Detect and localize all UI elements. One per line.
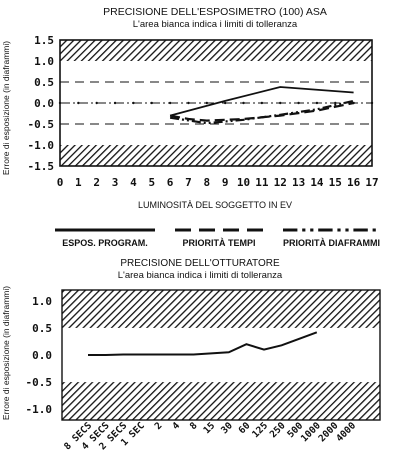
chart1-x-tick-label: 3 [112, 176, 119, 189]
chart1-title: PRECISIONE DELL'ESPOSIMETRO (100) ASA [103, 6, 327, 18]
chart1-zero-tick-dot [260, 101, 264, 105]
chart2-y-tick-label: -0.5 [26, 376, 53, 389]
chart1-zero-tick-dot [205, 101, 209, 105]
chart1-series-line [169, 99, 354, 125]
chart1-x-tick-label: 16 [347, 176, 361, 189]
chart1-y-tick-label: 1.0 [34, 55, 54, 68]
chart2-x-tick-label: 15 [201, 420, 217, 436]
chart1-zero-tick-dot [187, 101, 190, 105]
chart1-zero-tick-dot [334, 101, 337, 105]
chart2-title: PRECISIONE DELL'OTTURATORE [120, 258, 280, 269]
chart1-x-tick-label: 13 [292, 176, 305, 189]
chart1-y-tick-label: -1.5 [28, 160, 55, 173]
chart1-zero-tick-dot [95, 101, 98, 105]
chart2-x-tick-label: 8 [188, 420, 200, 432]
chart1-x-tick-label: 5 [148, 176, 155, 189]
chart1-x-tick-label: 2 [93, 176, 100, 189]
chart2-x-tick-label: 250 [268, 420, 288, 440]
chart1-xlabel: LUMINOSITÀ DEL SOGGETTO IN EV [138, 200, 292, 210]
chart2-subtitle: L'area bianca indica i limiti di tollera… [118, 270, 283, 281]
chart1-zero-tick-dot [297, 101, 300, 105]
chart2-shaded-band [62, 382, 380, 420]
chart1-x-tick-label: 10 [237, 176, 250, 189]
chart1-y-tick-label: 0.5 [34, 76, 54, 89]
chart1-x-tick-label: 1 [75, 176, 82, 189]
chart1-zero-tick-dot [132, 101, 135, 105]
chart1-legend: ESPOS. PROGRAM. PRIORITÀ TEMPI PRIORITÀ DI… [55, 228, 380, 248]
chart1-plot-frame [59, 39, 373, 167]
chart2-ylabel: Errore di esposizione (in diaframmi) [1, 286, 11, 420]
shutter-chart: PRECISIONE DELL'OTTURATORE L'area bianca… [1, 258, 381, 452]
chart2-y-tick-label: -1.0 [26, 403, 53, 416]
chart1-x-tick-label: 9 [222, 176, 229, 189]
chart2-y-tick-label: 0.5 [32, 322, 52, 335]
chart1-zero-tick-dot [168, 101, 172, 105]
exposure-meter-chart: PRECISIONE DELL'ESPOSIMETRO (100) ASA L'… [1, 6, 380, 248]
chart1-y-tick-label: -1.0 [28, 139, 55, 152]
chart1-zero-tick-dot [150, 101, 153, 105]
chart1-x-tick-label: 11 [255, 176, 269, 189]
chart1-shaded-band [60, 145, 372, 166]
chart2-x-tick-label: 125 [250, 420, 270, 440]
chart1-x-tick-label: 4 [130, 176, 137, 189]
chart1-zero-tick-dot [113, 101, 117, 105]
chart1-x-tick-label: 7 [185, 176, 192, 189]
chart1-subtitle: L'area bianca indica i limiti di tollera… [133, 19, 298, 30]
chart2-x-tick-label: 2 [153, 420, 165, 432]
chart1-x-tick-label: 12 [274, 176, 287, 189]
chart2-y-tick-label: 1.0 [32, 295, 52, 308]
chart1-series-line [169, 101, 354, 122]
chart2-x-tick-label: 4000 [334, 420, 358, 444]
chart1-x-tick-label: 17 [365, 176, 378, 189]
chart1-y-tick-label: 1.5 [34, 34, 54, 47]
chart1-series-line [169, 86, 354, 117]
chart1-zero-tick-dot [279, 101, 282, 105]
chart2-plot-frame [61, 289, 381, 421]
chart1-x-tick-label: 0 [57, 176, 64, 189]
chart1-legend-label: ESPOS. PROGRAM. [62, 238, 148, 248]
chart2-series-line [88, 331, 318, 356]
chart1-zero-tick-dot [223, 101, 227, 105]
chart1-x-tick-label: 14 [310, 176, 324, 189]
chart1-zero-tick-dot [315, 101, 319, 105]
chart2-x-tick-label: 4 [170, 420, 182, 432]
chart1-zero-tick-dot [242, 101, 245, 105]
chart1-ylabel: Errore di esposizione (in diaframmi) [1, 41, 11, 175]
chart1-y-tick-label: -0.5 [28, 118, 55, 131]
chart1-shaded-band [60, 40, 372, 61]
chart2-shaded-band [62, 290, 380, 328]
chart1-y-tick-label: 0.0 [34, 97, 54, 110]
chart1-x-tick-label: 8 [204, 176, 211, 189]
chart1-x-tick-label: 6 [167, 176, 174, 189]
chart2-y-tick-label: 0.0 [32, 349, 52, 362]
chart2-x-tick-label: 30 [219, 420, 235, 436]
chart1-x-tick-label: 15 [329, 176, 342, 189]
chart1-legend-label: PRIORITÀ DIAFRAMMI [283, 238, 380, 248]
chart1-zero-tick-dot [77, 101, 80, 105]
chart1-legend-label: PRIORITÀ TEMPI [182, 238, 255, 248]
